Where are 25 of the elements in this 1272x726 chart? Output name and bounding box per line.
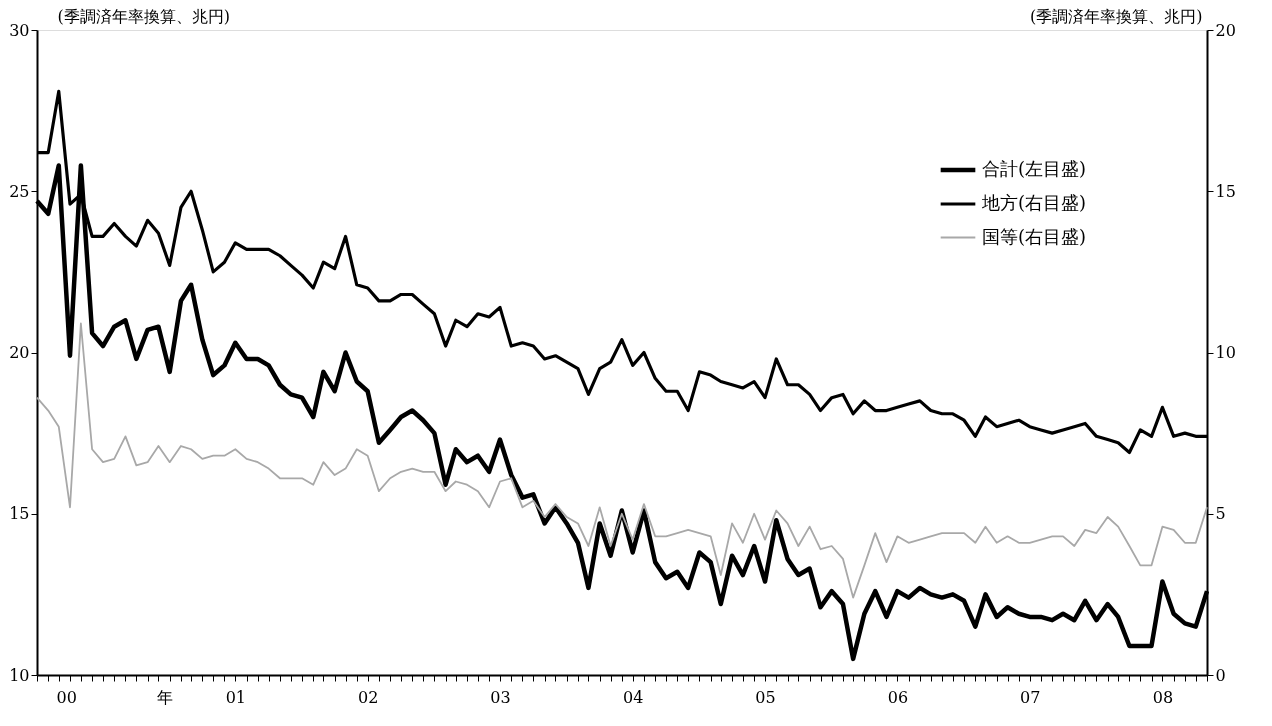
legend-label: 国等(右目盛): [982, 225, 1087, 247]
x-tick-label: 05: [755, 687, 776, 707]
x-tick-label: 08: [1152, 687, 1174, 707]
y2-tick-label: 20: [1215, 20, 1236, 40]
x-tick-label: 00 年: [56, 687, 173, 707]
y-tick-label: 20: [9, 343, 30, 362]
x-tick-label: 06: [887, 687, 909, 707]
y-tick-label: 15: [9, 504, 30, 524]
x-tick-label: 02: [357, 687, 379, 707]
y-tick-label: 30: [9, 20, 30, 40]
legend-label: 地方(右目盛): [981, 192, 1087, 213]
x-tick-label: 01: [225, 687, 246, 707]
x-tick-label: 07: [1020, 687, 1041, 707]
x-tick-label: 04: [623, 687, 644, 707]
legend-label: 合計(左目盛): [982, 158, 1087, 179]
y2-tick-label: 10: [1215, 343, 1236, 362]
x-tick-label: 03: [490, 687, 511, 707]
line-series: [36, 322, 1208, 599]
y2-tick-label: 15: [1215, 181, 1236, 201]
y-tick-label: 10: [9, 665, 30, 685]
y-axis-title: (季調済年率換算、兆円): [57, 6, 230, 26]
y2-tick-label: 0: [1215, 665, 1226, 685]
y2-tick-label: 5: [1215, 504, 1226, 524]
y2-axis-title: (季調済年率換算、兆円): [1030, 6, 1203, 26]
y-tick-label: 25: [9, 181, 30, 201]
